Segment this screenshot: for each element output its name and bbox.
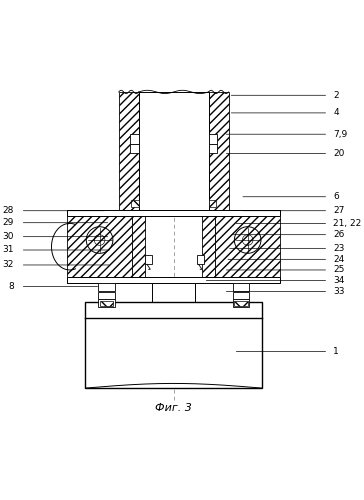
- Text: 26: 26: [333, 230, 345, 239]
- Text: 21, 22: 21, 22: [333, 219, 361, 228]
- Text: 23: 23: [333, 244, 345, 253]
- Bar: [233, 292, 249, 299]
- Bar: [67, 210, 132, 284]
- Bar: [67, 210, 280, 216]
- Text: 20: 20: [333, 149, 345, 158]
- Text: 6: 6: [333, 192, 339, 202]
- Bar: [132, 210, 145, 276]
- Bar: [209, 134, 217, 143]
- Text: 29: 29: [3, 218, 14, 227]
- Text: 7,9: 7,9: [333, 130, 348, 138]
- Bar: [233, 299, 249, 307]
- Bar: [209, 92, 229, 210]
- Text: 28: 28: [3, 206, 14, 215]
- Bar: [209, 200, 216, 207]
- Text: 30: 30: [3, 232, 14, 241]
- Bar: [233, 283, 249, 292]
- Bar: [209, 144, 217, 153]
- Bar: [234, 301, 248, 306]
- Bar: [86, 302, 262, 388]
- Text: 25: 25: [333, 266, 345, 274]
- Text: Фиг. 3: Фиг. 3: [155, 403, 192, 413]
- Text: 2: 2: [333, 91, 339, 100]
- Bar: [119, 92, 139, 210]
- Text: 31: 31: [3, 246, 14, 254]
- Text: 27: 27: [333, 206, 345, 215]
- Text: 32: 32: [3, 260, 14, 270]
- Bar: [131, 200, 139, 207]
- Bar: [98, 283, 115, 292]
- Text: 24: 24: [333, 255, 345, 264]
- Text: 33: 33: [333, 287, 345, 296]
- Bar: [98, 299, 115, 307]
- Text: 8: 8: [8, 282, 14, 291]
- Bar: [152, 284, 195, 302]
- Bar: [202, 210, 215, 276]
- Bar: [215, 210, 280, 284]
- Bar: [67, 278, 280, 283]
- Bar: [130, 144, 139, 153]
- Bar: [130, 134, 139, 143]
- Bar: [139, 92, 209, 210]
- Text: 34: 34: [333, 276, 345, 285]
- Text: 1: 1: [333, 347, 339, 356]
- Bar: [100, 301, 113, 306]
- Bar: [145, 255, 152, 264]
- Bar: [98, 292, 115, 299]
- Bar: [197, 255, 203, 264]
- Text: 4: 4: [333, 108, 339, 118]
